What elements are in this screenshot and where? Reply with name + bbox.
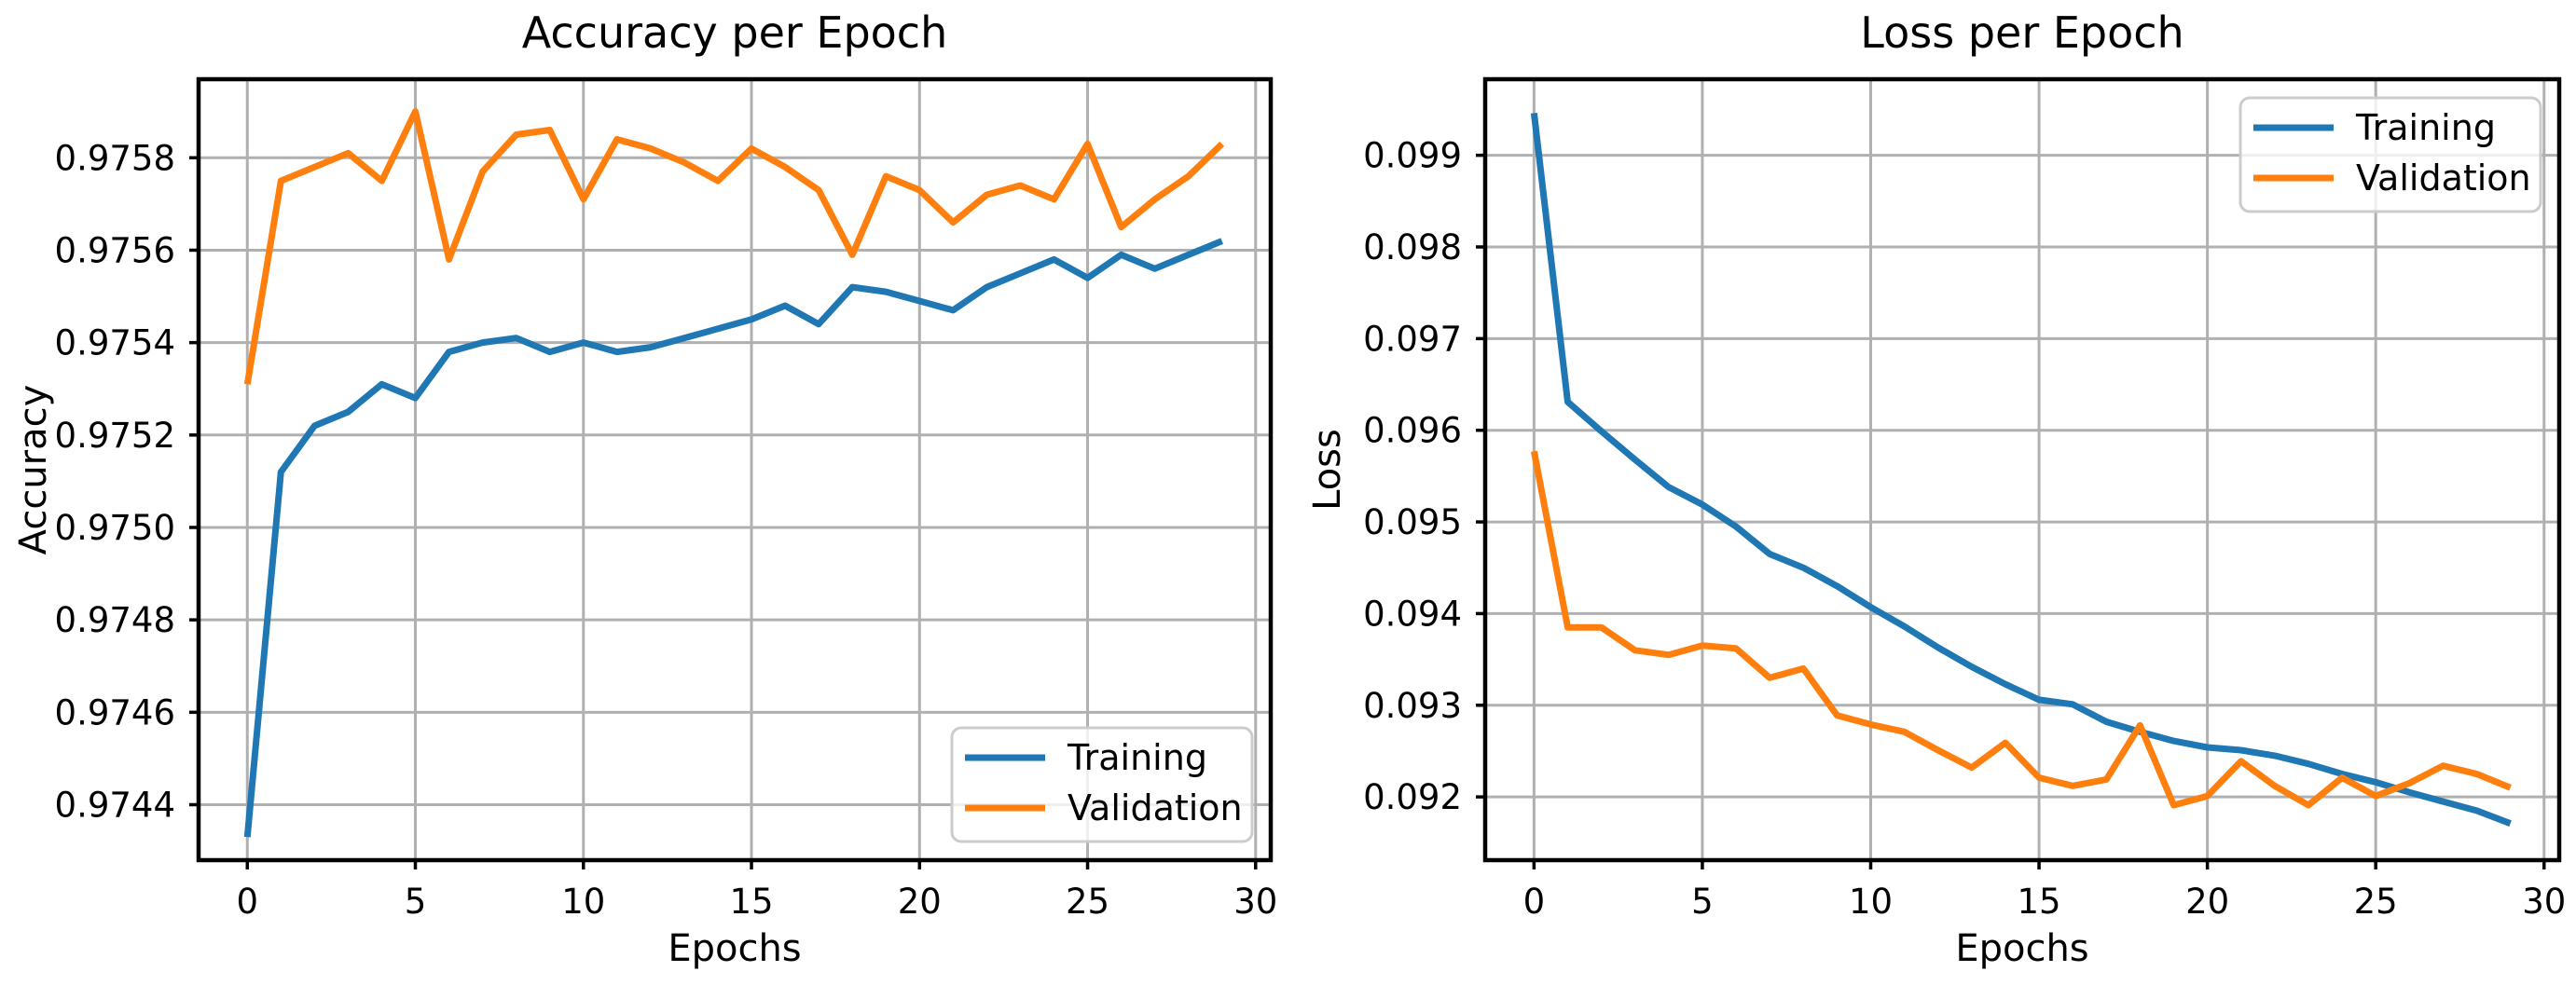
y-tick-label: 0.9752 — [55, 416, 175, 456]
x-tick-label: 25 — [2354, 882, 2398, 922]
legend-validation-label: Validation — [2356, 157, 2531, 198]
y-tick-label: 0.9744 — [55, 785, 175, 825]
y-tick-label: 0.098 — [1363, 227, 1462, 267]
accuracy-yaxis-label: Accuracy — [12, 384, 55, 555]
loss-xaxis-label: Epochs — [1955, 927, 2089, 970]
x-tick-label: 20 — [2185, 882, 2229, 922]
y-tick-label: 0.094 — [1363, 594, 1462, 634]
plot-border — [196, 76, 1274, 863]
y-tick-label: 0.096 — [1363, 411, 1462, 451]
x-tick-label: 20 — [898, 882, 942, 922]
y-tick-label: 0.9750 — [55, 508, 175, 548]
plot-border — [1482, 76, 2562, 863]
y-tick-label: 0.9748 — [55, 600, 175, 640]
validation-line — [1530, 450, 2512, 809]
x-tick-label: 25 — [1066, 882, 1109, 922]
y-tick-label: 0.9754 — [55, 323, 175, 363]
loss-yaxis-label: Loss — [1306, 429, 1349, 511]
x-tick-label: 30 — [2522, 882, 2566, 922]
x-tick-label: 15 — [729, 882, 773, 922]
y-tick-label: 0.093 — [1363, 686, 1462, 726]
x-tick-label: 15 — [2018, 882, 2061, 922]
y-tick-label: 0.9746 — [55, 692, 175, 732]
accuracy-plot-canvas: 0 5 10 15 20 25 30 0.9744 0.9746 0.9748 0.9750 0.97… — [55, 76, 1277, 922]
x-tick-label: 30 — [1233, 882, 1277, 922]
x-tick-label: 0 — [236, 882, 258, 922]
x-tick-label: 10 — [1849, 882, 1893, 922]
accuracy-chart-title: Accuracy per Epoch — [521, 7, 948, 58]
training-line — [1530, 112, 2512, 827]
validation-line — [243, 108, 1225, 385]
y-tick-label: 0.9758 — [55, 138, 175, 178]
x-tick-label: 0 — [1523, 882, 1546, 922]
accuracy-xaxis-label: Epochs — [668, 927, 802, 970]
x-tick-label: 5 — [405, 882, 427, 922]
accuracy-chart: Accuracy per Epoch 0 5 10 15 20 25 30 0.9744 0.9… — [12, 7, 1277, 970]
legend: Training Validation — [950, 726, 1254, 843]
y-tick-label: 0.097 — [1363, 319, 1462, 359]
legend-training-label: Training — [1067, 737, 1207, 778]
x-tick-label: 10 — [561, 882, 605, 922]
loss-chart: Loss per Epoch 0 5 10 15 20 25 30 0.092 0.093 0.0… — [1288, 0, 2576, 999]
y-tick-label: 0.099 — [1363, 136, 1462, 176]
y-tick-label: 0.092 — [1363, 777, 1462, 817]
legend-training-label: Training — [2355, 107, 2496, 148]
legend-validation-label: Validation — [1068, 787, 1243, 828]
legend: Training Validation — [2239, 96, 2542, 213]
y-tick-label: 0.9756 — [55, 230, 175, 270]
y-tick-label: 0.095 — [1363, 502, 1462, 542]
loss-chart-title: Loss per Epoch — [1860, 7, 2184, 58]
loss-plot-canvas: 0 5 10 15 20 25 30 0.092 0.093 0.094 0.095 0.096 0.0… — [1363, 76, 2566, 922]
training-line — [243, 238, 1224, 838]
x-tick-label: 5 — [1691, 882, 1714, 922]
